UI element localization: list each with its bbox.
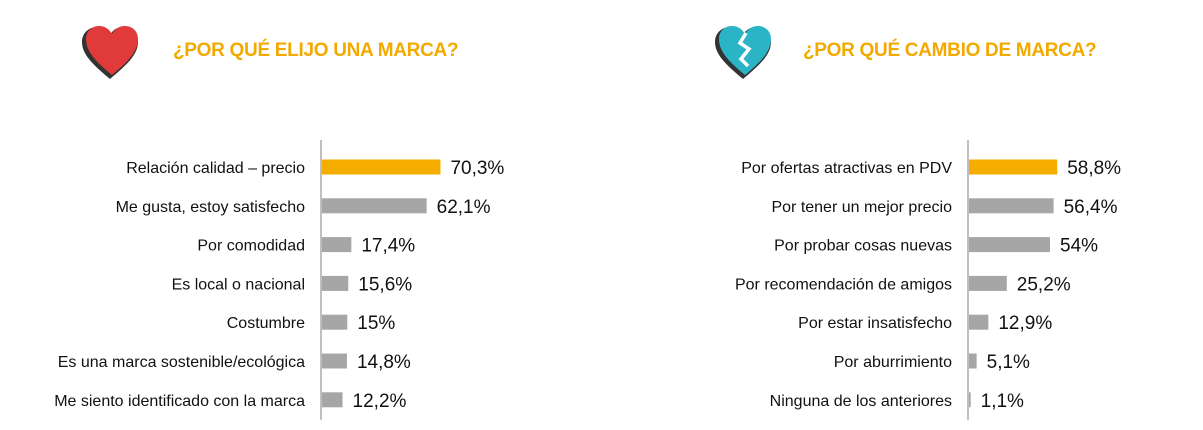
- value-label: 70,3%: [450, 158, 504, 179]
- category-label: Por aburrimiento: [834, 354, 952, 371]
- value-label: 56,4%: [1064, 197, 1118, 218]
- category-label: Me gusta, estoy satisfecho: [116, 199, 306, 216]
- bar: [322, 353, 347, 369]
- category-label: Por recomendación de amigos: [735, 276, 952, 293]
- value-label: 15%: [357, 313, 395, 334]
- bar: [969, 314, 989, 330]
- category-label: Me siento identificado con la marca: [54, 393, 305, 410]
- value-label: 12,2%: [353, 391, 407, 412]
- value-label: 5,1%: [987, 352, 1030, 373]
- value-label: 17,4%: [361, 236, 415, 257]
- value-label: 14,8%: [357, 352, 411, 373]
- bar: [322, 237, 352, 253]
- bar: [969, 392, 971, 408]
- chart-title-right: ¿POR QUÉ CAMBIO DE MARCA?: [803, 40, 1097, 61]
- bar: [322, 159, 441, 175]
- category-label: Ninguna de los anteriores: [770, 393, 952, 410]
- category-label: Es local o nacional: [172, 276, 305, 293]
- bar: [322, 198, 427, 214]
- bar-chart-left: Relación calidad – precio 70,3% Me gusta, …: [54, 140, 504, 420]
- value-label: 25,2%: [1017, 274, 1071, 295]
- value-label: 1,1%: [981, 391, 1024, 412]
- bar: [322, 275, 349, 291]
- category-label: Costumbre: [227, 315, 305, 332]
- category-label: Por comodidad: [197, 238, 305, 255]
- bar: [969, 159, 1058, 175]
- chart-panel-right: ¿POR QUÉ CAMBIO DE MARCA? Por ofertas at…: [600, 0, 1203, 430]
- bar-chart-right: Por ofertas atractivas en PDV 58,8% Por te…: [735, 140, 1121, 420]
- chart-title-left: ¿POR QUÉ ELIJO UNA MARCA?: [173, 40, 459, 61]
- category-label: Por probar cosas nuevas: [774, 238, 952, 255]
- category-label: Por estar insatisfecho: [798, 315, 952, 332]
- category-label: Relación calidad – precio: [126, 160, 305, 177]
- value-label: 58,8%: [1067, 158, 1121, 179]
- value-label: 62,1%: [437, 197, 491, 218]
- category-label: Por tener un mejor precio: [771, 199, 952, 216]
- value-label: 12,9%: [998, 313, 1052, 334]
- bar: [969, 198, 1054, 214]
- bar: [969, 237, 1050, 253]
- bar: [322, 314, 348, 330]
- chart-panel-left: ¿POR QUÉ ELIJO UNA MARCA? Relación calid…: [0, 0, 600, 430]
- broken-heart-icon: [715, 26, 771, 79]
- category-label: Por ofertas atractivas en PDV: [741, 160, 952, 177]
- bar: [969, 353, 977, 369]
- heart-icon: [82, 26, 138, 79]
- bar: [322, 392, 343, 408]
- category-label: Es una marca sostenible/ecológica: [58, 354, 305, 371]
- value-label: 54%: [1060, 236, 1098, 257]
- value-label: 15,6%: [358, 274, 412, 295]
- bar: [969, 275, 1007, 291]
